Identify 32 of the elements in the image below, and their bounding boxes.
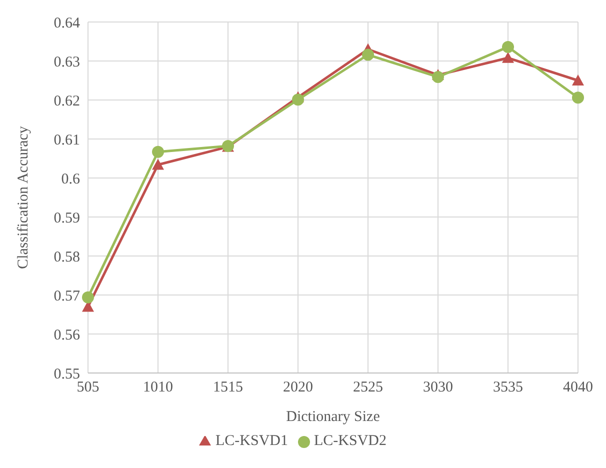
x-tick-label: 2020 xyxy=(283,380,313,396)
x-tick-label: 1010 xyxy=(143,380,173,396)
x-tick-label: 505 xyxy=(76,380,100,396)
y-tick-label: 0.56 xyxy=(54,327,80,344)
point xyxy=(432,70,444,83)
y-tick-label: 0.61 xyxy=(54,132,80,148)
y-tick-label: 0.63 xyxy=(54,54,80,70)
point xyxy=(82,291,94,304)
point xyxy=(572,74,584,86)
x-tick-label: 1515 xyxy=(213,380,243,396)
legend-label: LC-KSVD2 xyxy=(314,433,387,449)
point xyxy=(502,40,514,53)
y-tick-label: 0.58 xyxy=(54,249,80,266)
x-tick-label: 3535 xyxy=(493,380,523,396)
x-tick-label: 4040 xyxy=(563,380,593,396)
point xyxy=(292,94,304,106)
point xyxy=(152,158,164,170)
point xyxy=(572,92,584,104)
x-tick-label: 3030 xyxy=(423,380,453,396)
point xyxy=(152,146,164,158)
y-tick-label: 0.59 xyxy=(54,210,80,226)
x-axis-title: Dictionary Size xyxy=(286,409,380,425)
x-tick-label: 2525 xyxy=(353,380,383,396)
y-tick-label: 0.6 xyxy=(61,171,80,188)
y-tick-label: 0.55 xyxy=(54,366,80,382)
point xyxy=(362,48,374,61)
y-axis-title: Classification Accuracy xyxy=(15,126,32,269)
point xyxy=(502,52,514,63)
y-tick-label: 0.57 xyxy=(54,288,80,304)
y-tick-label: 0.64 xyxy=(54,15,80,32)
legend-label: LC-KSVD1 xyxy=(215,433,288,449)
y-tick-label: 0.62 xyxy=(54,93,80,110)
